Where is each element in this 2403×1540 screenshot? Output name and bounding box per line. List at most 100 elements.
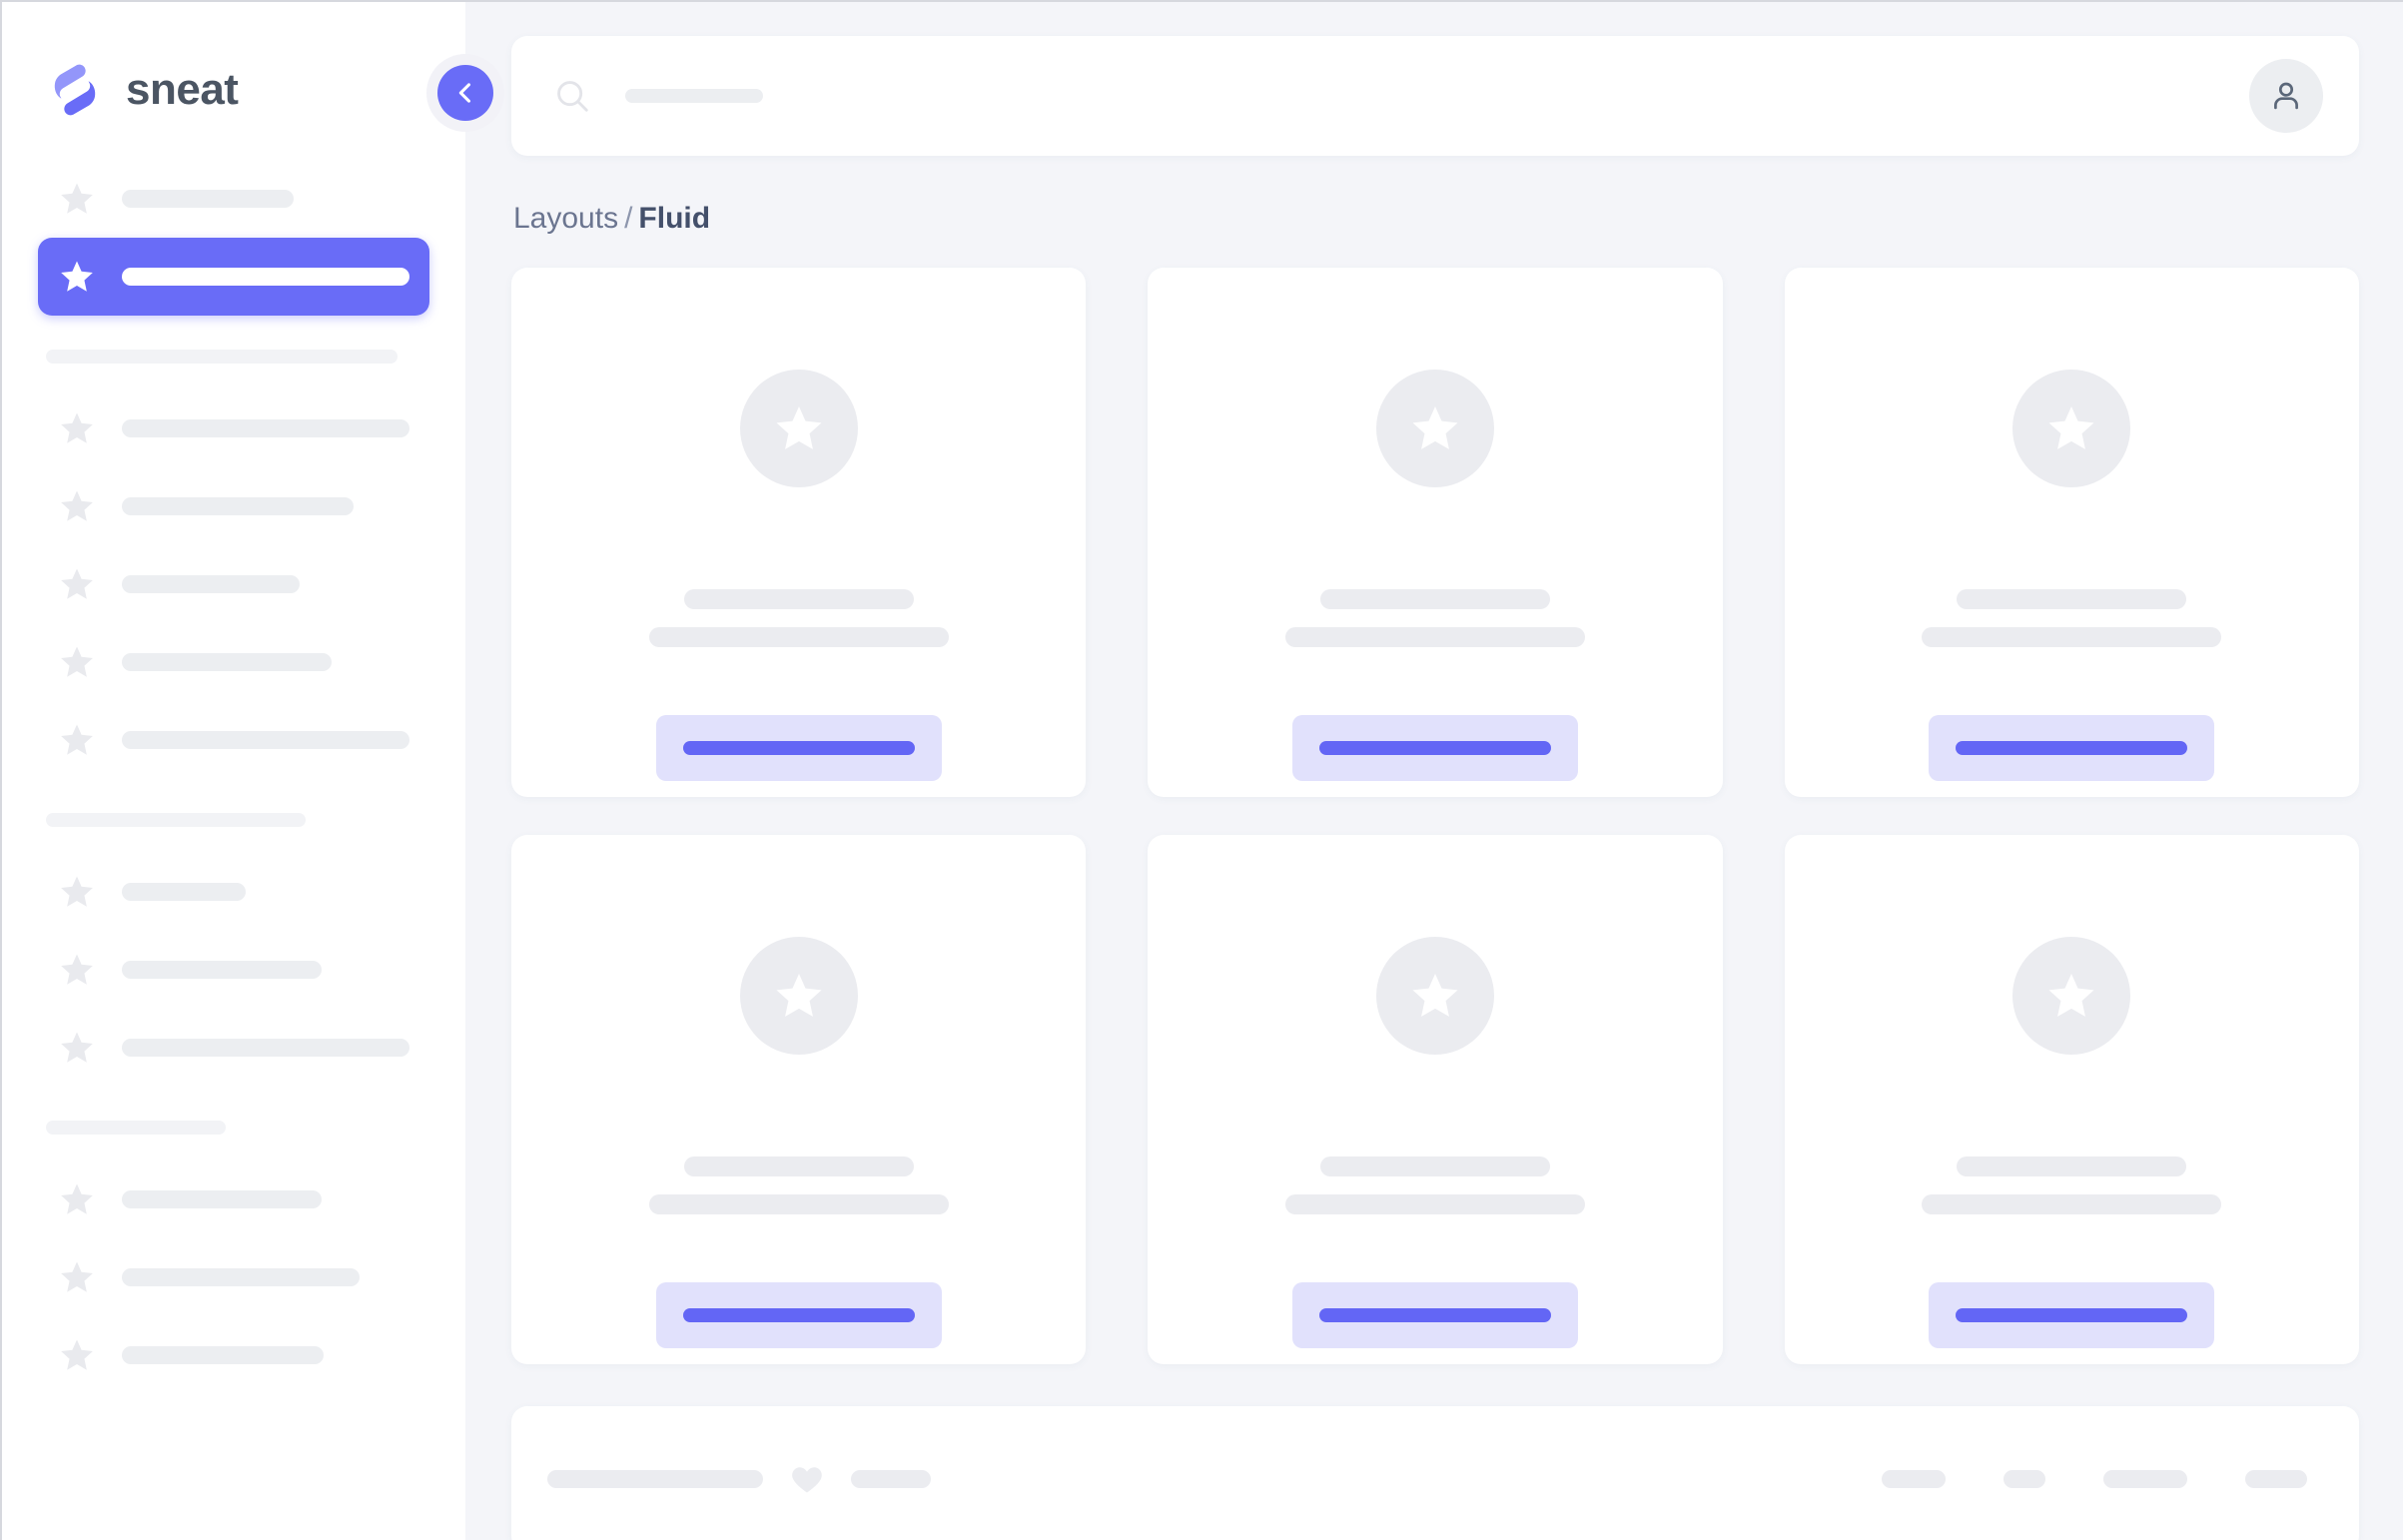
- card-subtitle-placeholder: [648, 1194, 949, 1214]
- sidebar-item-active[interactable]: [38, 238, 429, 316]
- sidebar-group-divider: [46, 350, 398, 364]
- sidebar-item-label-placeholder: [122, 190, 294, 208]
- card-button-label-placeholder: [1318, 741, 1551, 755]
- star-icon: [61, 412, 93, 443]
- star-icon: [776, 405, 822, 449]
- star-icon: [2048, 405, 2094, 449]
- sidebar-collapse-halo: [426, 54, 504, 132]
- card-avatar: [739, 370, 858, 487]
- content-card: [1784, 268, 2359, 797]
- breadcrumb: Layouts / Fluid: [513, 204, 2359, 234]
- card-avatar: [1375, 937, 1494, 1055]
- card-grid: [511, 268, 2359, 1364]
- sidebar-item[interactable]: [38, 1238, 429, 1316]
- sidebar-item[interactable]: [38, 467, 429, 545]
- main-content: Layouts / Fluid: [465, 2, 2403, 1540]
- sidebar-nav: [2, 130, 465, 1394]
- breadcrumb-separator: /: [624, 202, 633, 235]
- brand[interactable]: sneat: [2, 2, 465, 130]
- card-avatar: [2012, 370, 2131, 487]
- sidebar-item-label-placeholder: [122, 1039, 409, 1057]
- card-action-button[interactable]: [655, 1282, 942, 1348]
- sidebar-item-label-placeholder: [122, 731, 409, 749]
- star-icon: [61, 1339, 93, 1370]
- sidebar-item[interactable]: [38, 623, 429, 701]
- star-icon: [61, 646, 93, 677]
- footer-link-placeholder[interactable]: [2003, 1470, 2045, 1488]
- footer-left: [547, 1461, 931, 1497]
- card-action-button[interactable]: [1291, 715, 1578, 781]
- sidebar-item[interactable]: [38, 1009, 429, 1087]
- sidebar-item-label-placeholder: [122, 419, 409, 437]
- sidebar-item[interactable]: [38, 1160, 429, 1238]
- sidebar-item-label-placeholder: [122, 1346, 324, 1364]
- brand-name: sneat: [126, 65, 239, 114]
- sidebar-item[interactable]: [38, 160, 429, 238]
- star-icon: [61, 568, 93, 599]
- star-icon: [776, 973, 822, 1017]
- footer-author-bar: [851, 1470, 931, 1488]
- card-subtitle-placeholder: [1922, 627, 2222, 647]
- sidebar-item[interactable]: [38, 389, 429, 467]
- sidebar-item[interactable]: [38, 701, 429, 779]
- card-title-placeholder: [1957, 589, 2187, 609]
- sidebar-item-label-placeholder: [122, 883, 246, 901]
- content-card: [1148, 835, 1723, 1364]
- search-input[interactable]: [553, 77, 2249, 115]
- sidebar-group-divider: [46, 813, 306, 827]
- sidebar-item-label-placeholder: [122, 961, 322, 979]
- card-button-label-placeholder: [1318, 1308, 1551, 1322]
- card-action-button[interactable]: [1929, 1282, 2215, 1348]
- avatar[interactable]: [2249, 59, 2323, 133]
- sidebar-item-label-placeholder: [122, 497, 354, 515]
- chevron-left-icon: [458, 83, 471, 103]
- content-card: [511, 268, 1087, 797]
- card-avatar: [1375, 370, 1494, 487]
- search-placeholder-bar: [625, 89, 763, 103]
- footer-link-placeholder[interactable]: [1882, 1470, 1946, 1488]
- star-icon: [61, 724, 93, 755]
- star-icon: [61, 876, 93, 907]
- card-title-placeholder: [1319, 1156, 1550, 1176]
- breadcrumb-parent[interactable]: Layouts: [513, 202, 619, 235]
- content-card: [511, 835, 1087, 1364]
- search-icon: [557, 81, 588, 112]
- sidebar: sneat: [2, 2, 504, 1540]
- sidebar-item-label-placeholder: [122, 268, 409, 286]
- sidebar-item[interactable]: [38, 853, 429, 931]
- sneat-logo-icon: [54, 64, 96, 116]
- sidebar-item-label-placeholder: [122, 575, 300, 593]
- card-action-button[interactable]: [1291, 1282, 1578, 1348]
- card-avatar: [2012, 937, 2131, 1055]
- card-action-button[interactable]: [1929, 715, 2215, 781]
- star-icon: [61, 261, 93, 292]
- heart-icon: [792, 1467, 822, 1493]
- card-title-placeholder: [1957, 1156, 2187, 1176]
- card-button-label-placeholder: [682, 1308, 915, 1322]
- footer-links: [1882, 1470, 2307, 1488]
- sidebar-collapse-button[interactable]: [437, 65, 493, 121]
- footer-link-placeholder[interactable]: [2103, 1470, 2187, 1488]
- footer-link-placeholder[interactable]: [2245, 1470, 2307, 1488]
- star-icon: [61, 490, 93, 521]
- card-subtitle-placeholder: [1284, 1194, 1585, 1214]
- card-subtitle-placeholder: [1922, 1194, 2222, 1214]
- topbar: [511, 36, 2359, 156]
- sidebar-item[interactable]: [38, 545, 429, 623]
- star-icon: [1412, 405, 1458, 449]
- sidebar-item-label-placeholder: [122, 1190, 322, 1208]
- sidebar-item[interactable]: [38, 1316, 429, 1394]
- content-card: [1784, 835, 2359, 1364]
- content-card: [1148, 268, 1723, 797]
- card-title-placeholder: [683, 589, 914, 609]
- sidebar-item[interactable]: [38, 931, 429, 1009]
- card-subtitle-placeholder: [648, 627, 949, 647]
- star-icon: [61, 954, 93, 985]
- card-button-label-placeholder: [1956, 741, 2188, 755]
- card-subtitle-placeholder: [1284, 627, 1585, 647]
- star-icon: [1412, 973, 1458, 1017]
- card-action-button[interactable]: [655, 715, 942, 781]
- breadcrumb-current: Fluid: [638, 202, 711, 235]
- card-button-label-placeholder: [1956, 1308, 2188, 1322]
